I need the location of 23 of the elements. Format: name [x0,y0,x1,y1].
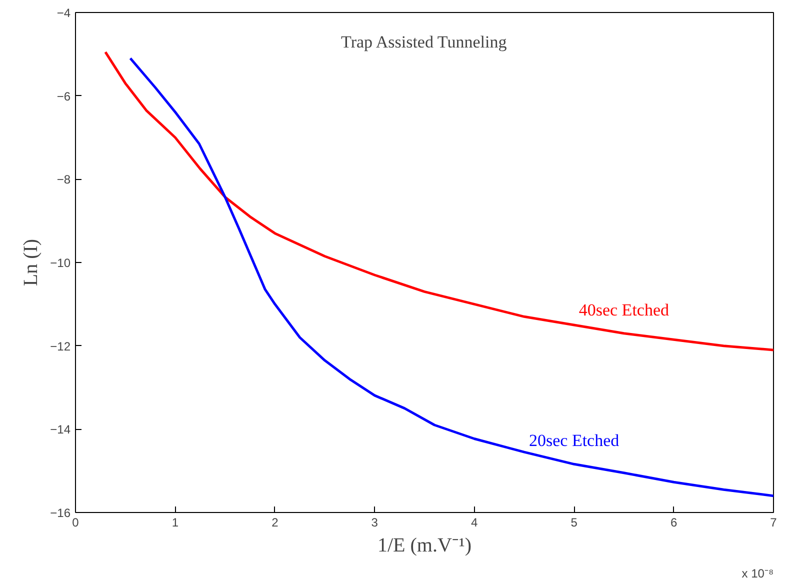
y-tick-label: −8 [56,172,71,187]
x-axis-title: 1/E (m.V⁻¹) [377,534,472,556]
line-series [104,50,774,352]
x-tick-label: 3 [371,516,378,530]
x-tick-label: 0 [72,516,80,530]
x-tick-label: 6 [670,516,678,530]
y-tick-label: −10 [50,256,71,270]
text: Trap Assisted Tunneling [341,32,508,52]
line-series [129,57,774,498]
y-axis-title: Ln (I) [20,238,42,286]
x-tick-label: 5 [570,516,578,530]
y-tick-label: −6 [56,89,71,104]
y-tick-label: −4 [56,6,71,20]
x-tick-label: 1 [172,516,179,530]
x-tick-label: 2 [272,516,279,530]
y-tick-label: −14 [50,422,71,437]
text: x 10⁻⁸ [742,566,774,580]
y-tick-label: −16 [50,506,71,520]
series-label: 20sec Etched [528,431,620,450]
series-label: 40sec Etched [578,300,670,320]
x-tick-label: 7 [770,516,778,530]
y-tick-label: −12 [50,339,71,354]
x-tick-label: 4 [471,516,478,530]
